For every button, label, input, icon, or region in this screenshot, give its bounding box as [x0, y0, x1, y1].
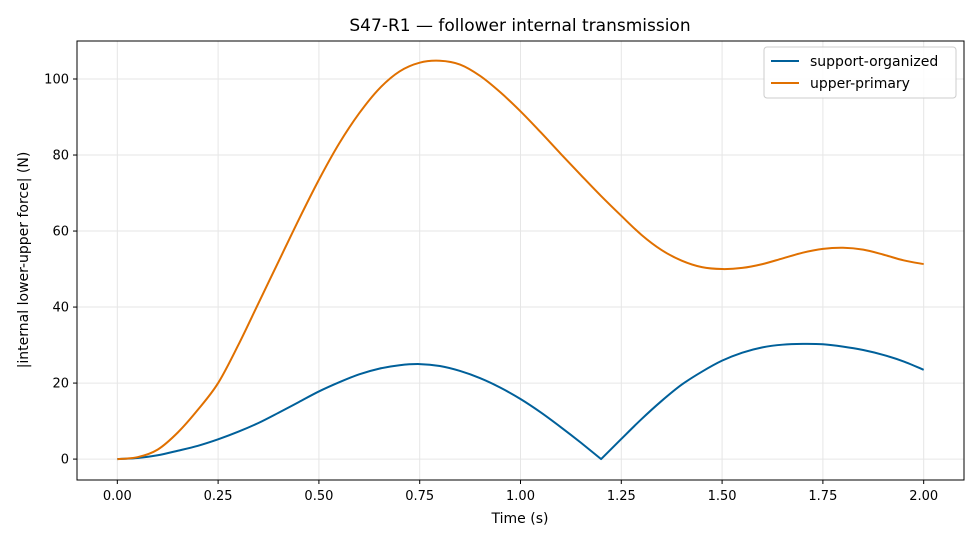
y-tick-label: 20	[52, 377, 69, 392]
x-tick-label: 1.50	[708, 489, 737, 504]
x-tick-label: 0.75	[405, 489, 434, 504]
x-tick-label: 1.00	[506, 489, 535, 504]
chart-title: S47-R1 — follower internal transmission	[349, 16, 690, 36]
series-line-upper-primary	[117, 59, 924, 461]
x-tick-label: 1.25	[607, 489, 636, 504]
y-tick-label: 40	[52, 301, 69, 316]
x-tick-label: 0.25	[204, 489, 233, 504]
legend-box	[763, 46, 957, 99]
legend-label-support-organized: support-organized	[810, 54, 938, 70]
legend: support-organized upper-primary	[763, 46, 957, 99]
y-tick-label: 60	[52, 225, 69, 240]
series-line-support-organized	[117, 342, 925, 461]
x-tick-label: 1.75	[808, 489, 837, 504]
plot-series	[117, 59, 925, 461]
x-tick-label: 0.50	[304, 489, 333, 504]
x-tick-label: 2.00	[909, 489, 938, 504]
grid-lines	[77, 41, 964, 480]
x-tick-label: 0.00	[103, 489, 132, 504]
y-tick-label: 100	[44, 73, 69, 88]
axis-ticks: 0.00 0.25 0.50 0.75 1.00 1.25 1.50 1.75 2.00 0 20 4…	[44, 73, 938, 504]
y-tick-label: 80	[52, 149, 69, 164]
x-axis-label: Time (s)	[491, 511, 549, 527]
legend-label-upper-primary: upper-primary	[810, 76, 910, 92]
y-tick-label: 0	[61, 453, 69, 468]
y-axis-label: |internal lower-upper force| (N)	[16, 152, 32, 369]
